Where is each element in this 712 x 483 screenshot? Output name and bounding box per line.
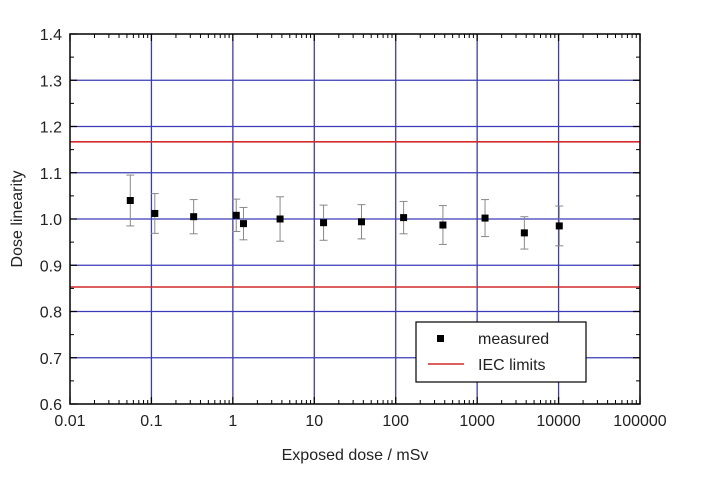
marker-square	[277, 216, 284, 223]
x-tick-label: 100	[382, 413, 409, 430]
data-point	[439, 206, 447, 245]
measured-points	[126, 175, 563, 249]
y-tick-label: 1.2	[40, 120, 62, 137]
marker-square	[556, 222, 563, 229]
x-tick-label: 10	[305, 413, 323, 430]
data-point	[276, 197, 284, 241]
legend-label-iec-limits: IEC limits	[478, 357, 546, 374]
marker-square	[482, 215, 489, 222]
y-tick-label: 0.9	[40, 258, 62, 275]
data-point	[555, 206, 563, 246]
data-point	[400, 201, 408, 233]
legend-label-measured: measured	[478, 331, 549, 348]
data-point	[357, 205, 365, 239]
x-tick-label: 1000	[459, 413, 495, 430]
marker-square	[190, 213, 197, 220]
y-tick-label: 1.3	[40, 73, 62, 90]
x-axis-title: Exposed dose / mSv	[282, 447, 429, 464]
marker-square	[439, 222, 446, 229]
y-tick-labels: 0.6 0.7 0.8 0.9 1.0 1.1 1.2 1.3 1.4	[40, 27, 62, 414]
y-axis-title: Dose linearity	[9, 171, 26, 268]
data-point	[320, 205, 328, 240]
x-tick-label: 10000	[536, 413, 581, 430]
data-point	[520, 217, 528, 249]
data-point	[190, 200, 198, 234]
y-tick-label: 1.1	[40, 166, 62, 183]
data-point	[126, 175, 134, 226]
y-tick-label: 0.7	[40, 351, 62, 368]
marker-square	[127, 197, 134, 204]
data-point	[481, 200, 489, 237]
data-point	[239, 207, 247, 239]
marker-square	[320, 219, 327, 226]
marker-square	[151, 210, 158, 217]
y-tick-label: 1.0	[40, 212, 62, 229]
y-tick-label: 0.8	[40, 305, 62, 322]
legend: measured IEC limits	[416, 322, 586, 382]
marker-square	[233, 212, 240, 219]
marker-square	[400, 214, 407, 221]
chart: 0.01 0.1 1 10 100 1000 10000 100000 0.60.70.80.…	[0, 0, 712, 483]
x-tick-label: 1	[228, 413, 237, 430]
marker-square	[358, 218, 365, 225]
marker-square	[521, 229, 528, 236]
x-tick-label: 100000	[613, 413, 666, 430]
x-tick-labels: 0.01 0.1 1 10 100 1000 10000 100000	[54, 413, 666, 430]
y-tick-label: 1.4	[40, 27, 62, 44]
y-tick-label: 0.6	[40, 397, 62, 414]
legend-marker-square	[437, 335, 444, 342]
marker-square	[240, 220, 247, 227]
x-tick-label: 0.1	[140, 413, 162, 430]
x-tick-label: 0.01	[54, 413, 85, 430]
